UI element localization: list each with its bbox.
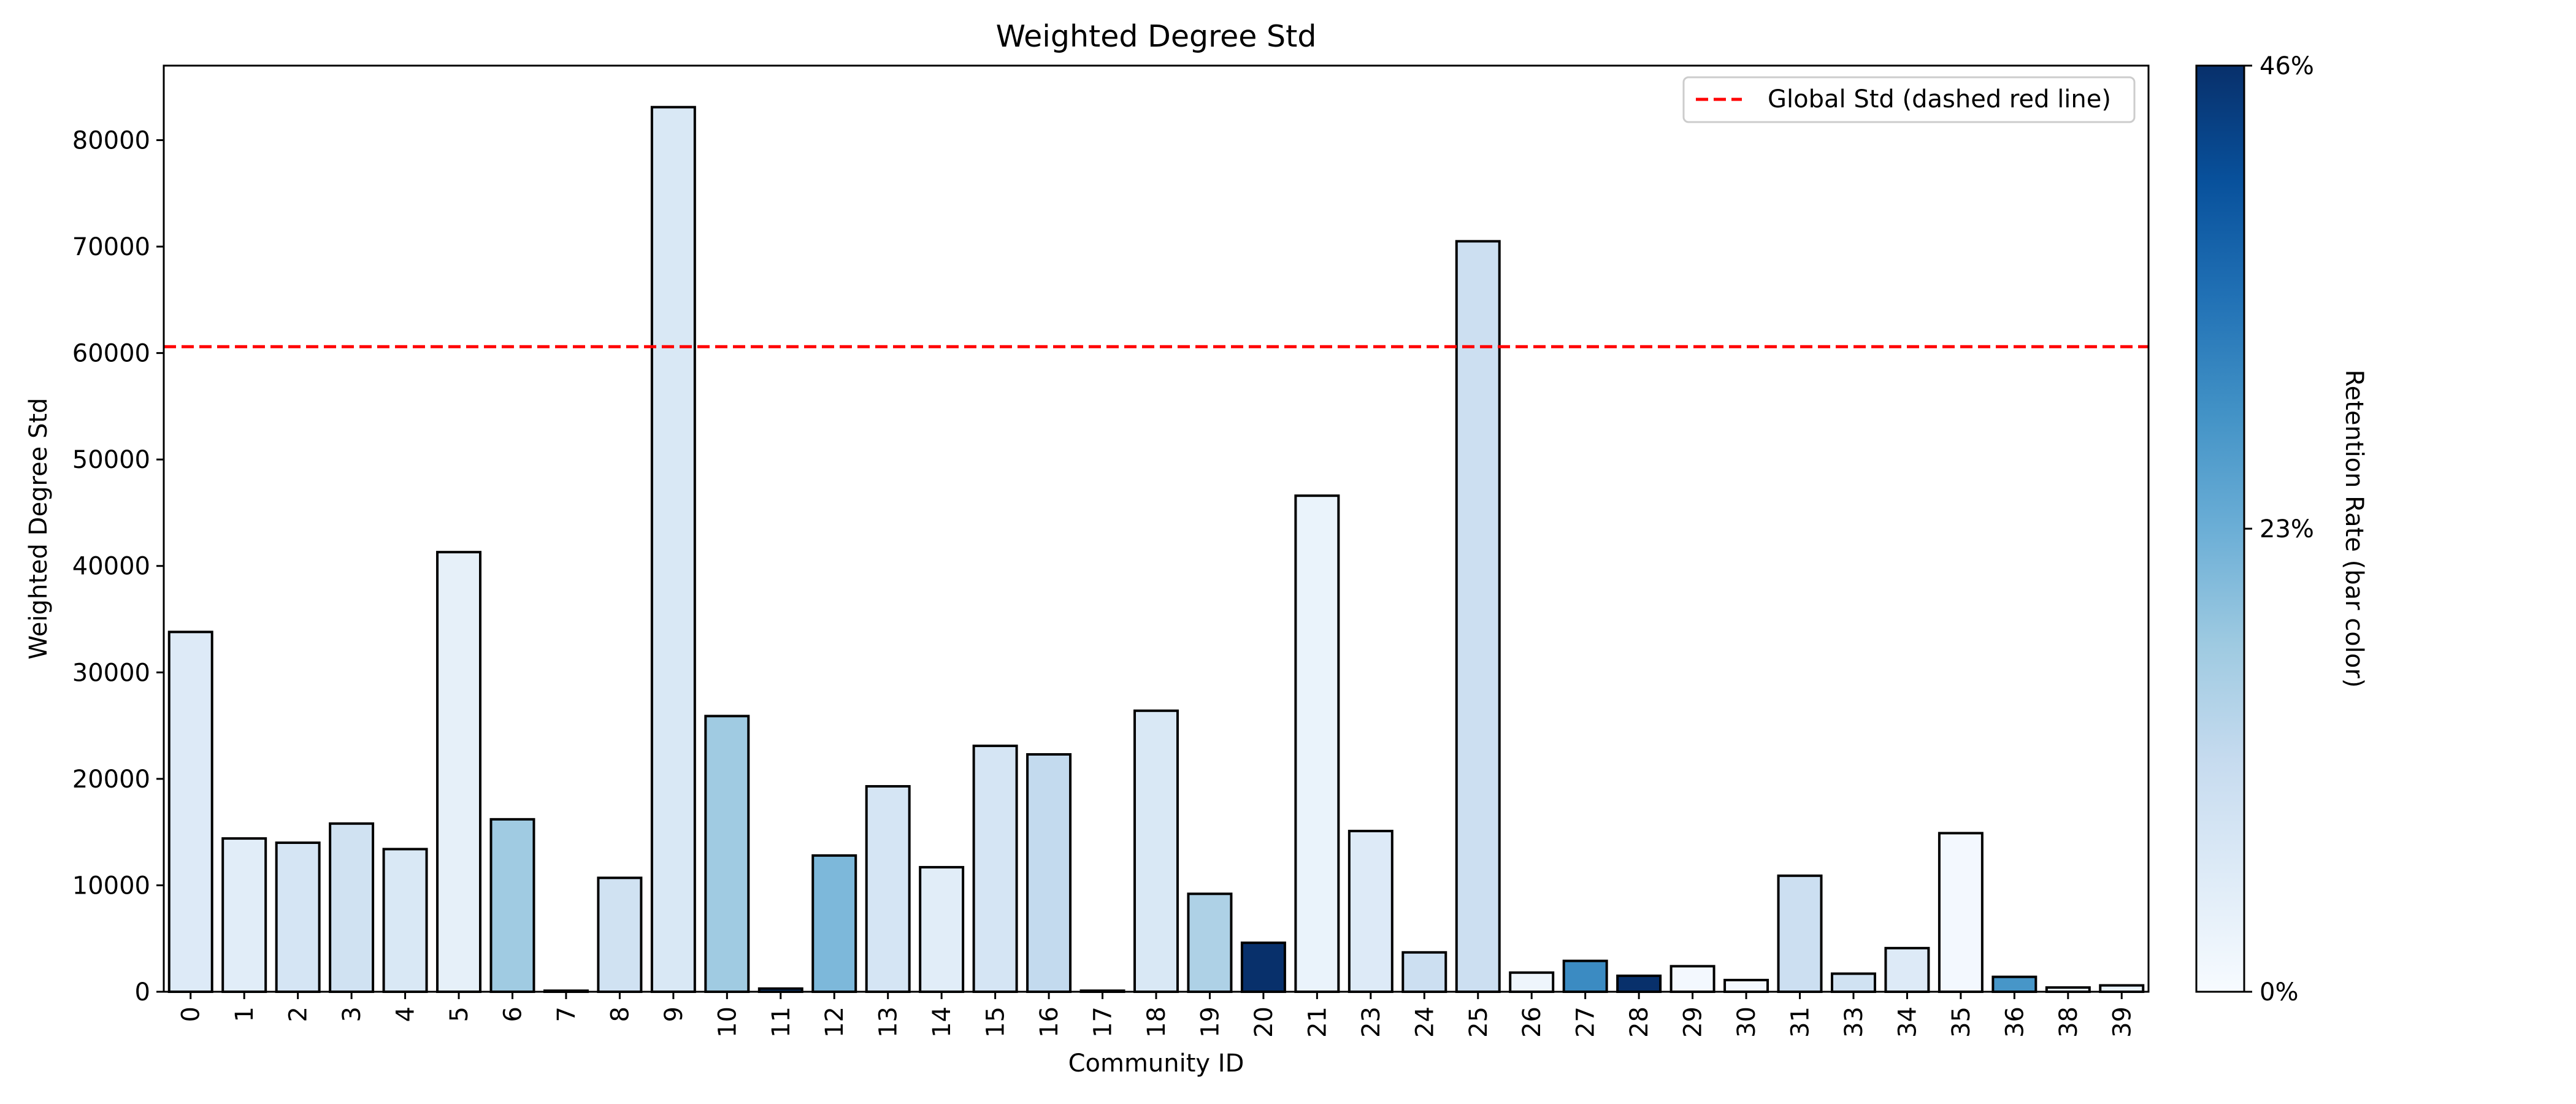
x-tick-label: 16: [1035, 1006, 1064, 1038]
bar: [1562, 959, 1608, 993]
bar: [1401, 951, 1447, 994]
x-tick-label: 6: [499, 1006, 527, 1022]
bar: [811, 854, 857, 994]
bar: [1830, 972, 1876, 994]
bar: [2099, 984, 2145, 993]
bar: [1669, 965, 1715, 994]
colorbar-label: Retention Rate (bar color): [2340, 370, 2368, 688]
legend-label: Global Std (dashed red line): [1768, 85, 2111, 113]
x-tick-label: 0: [177, 1006, 205, 1022]
x-tick-label: 11: [767, 1006, 795, 1038]
bar: [489, 818, 535, 994]
bar: [1616, 974, 1662, 994]
bar: [1294, 494, 1340, 993]
colorbar-tick-label: 46%: [2260, 52, 2314, 80]
bar: [1455, 240, 1501, 994]
x-tick-label: 7: [553, 1006, 581, 1022]
x-tick-label: 25: [1465, 1006, 1493, 1038]
bar: [1187, 892, 1233, 994]
y-tick-label: 40000: [72, 553, 150, 581]
y-tick-label: 20000: [72, 765, 150, 794]
x-tick-label: 10: [713, 1006, 742, 1038]
x-tick-label: 31: [1787, 1006, 1815, 1038]
x-tick-label: 3: [338, 1006, 366, 1022]
x-tick-label: 15: [982, 1006, 1010, 1038]
colorbar-tick-label: 23%: [2260, 515, 2314, 543]
x-tick-label: 5: [445, 1006, 473, 1022]
x-tick-label: 29: [1679, 1006, 1708, 1038]
x-tick-label: 14: [928, 1006, 956, 1038]
y-tick-label: 50000: [72, 446, 150, 474]
x-tick-label: 33: [1840, 1006, 1868, 1038]
x-tick-label: 36: [2001, 1006, 2029, 1038]
bar: [919, 865, 965, 993]
bar: [1509, 971, 1555, 994]
y-tick-label: 60000: [72, 340, 150, 368]
y-tick-label: 10000: [72, 872, 150, 900]
x-tick-label: 21: [1303, 1006, 1332, 1038]
x-tick-label: 19: [1196, 1006, 1224, 1038]
y-axis-label: Weighted Degree Std: [25, 398, 53, 660]
x-tick-label: 4: [392, 1006, 420, 1022]
bar: [329, 822, 375, 994]
x-tick-label: 12: [821, 1006, 849, 1038]
bar: [1938, 832, 1984, 993]
x-tick-label: 34: [1893, 1006, 1922, 1038]
legend: Global Std (dashed red line): [1682, 76, 2136, 123]
bar: [597, 876, 643, 993]
y-tick-label: 0: [135, 978, 150, 1006]
colorbar: 0% 23% 46% Retention Rate (bar color): [2195, 52, 2368, 1006]
x-axis: 0 1 2 3 4 5 6 7 8 9 10 11 12 13 14 15 16 17 18 19 20 21 23 24 25…: [177, 992, 2136, 1038]
bar: [167, 631, 213, 993]
x-tick-label: 24: [1411, 1006, 1439, 1038]
legend-box: [1682, 76, 2136, 123]
x-tick-label: 38: [2055, 1006, 2083, 1038]
bar: [1884, 946, 1930, 994]
bar: [275, 841, 321, 993]
bar: [1991, 975, 2037, 994]
bar: [1133, 709, 1179, 993]
x-tick-label: 35: [1947, 1006, 1976, 1038]
x-tick-label: 8: [606, 1006, 634, 1022]
x-tick-label: 30: [1733, 1006, 1761, 1038]
x-tick-label: 26: [1518, 1006, 1546, 1038]
x-tick-label: 23: [1357, 1006, 1386, 1038]
bar: [1723, 978, 1769, 994]
bar: [382, 848, 428, 993]
chart-title: Weighted Degree Std: [996, 19, 1317, 54]
x-axis-label: Community ID: [1068, 1049, 1244, 1078]
bar: [436, 551, 482, 993]
x-tick-label: 27: [1572, 1006, 1600, 1038]
bar: [1777, 874, 1823, 993]
bar: [1026, 753, 1072, 993]
bar: [221, 837, 267, 993]
y-tick-label: 70000: [72, 233, 150, 261]
bar: [1347, 829, 1393, 994]
bar: [972, 745, 1018, 993]
bar: [650, 105, 696, 993]
x-tick-label: 17: [1089, 1006, 1117, 1038]
y-axis: 0 10000 20000 30000 40000 50000 60000 70000 8000…: [72, 126, 164, 1006]
x-tick-label: 39: [2108, 1006, 2136, 1038]
y-tick-label: 80000: [72, 126, 150, 155]
bar: [865, 785, 911, 993]
colorbar-tick-label: 0%: [2260, 978, 2298, 1006]
x-tick-label: 18: [1143, 1006, 1171, 1038]
x-tick-label: 13: [875, 1006, 903, 1038]
bars-layer: [167, 105, 2145, 994]
x-tick-label: 20: [1250, 1006, 1278, 1038]
bar: [704, 715, 750, 994]
x-tick-label: 28: [1625, 1006, 1654, 1038]
x-tick-label: 1: [231, 1006, 259, 1022]
y-tick-label: 30000: [72, 659, 150, 687]
bar: [1240, 941, 1286, 993]
x-tick-label: 9: [660, 1006, 688, 1022]
x-tick-label: 2: [285, 1006, 313, 1022]
colorbar-gradient: [2195, 64, 2245, 993]
